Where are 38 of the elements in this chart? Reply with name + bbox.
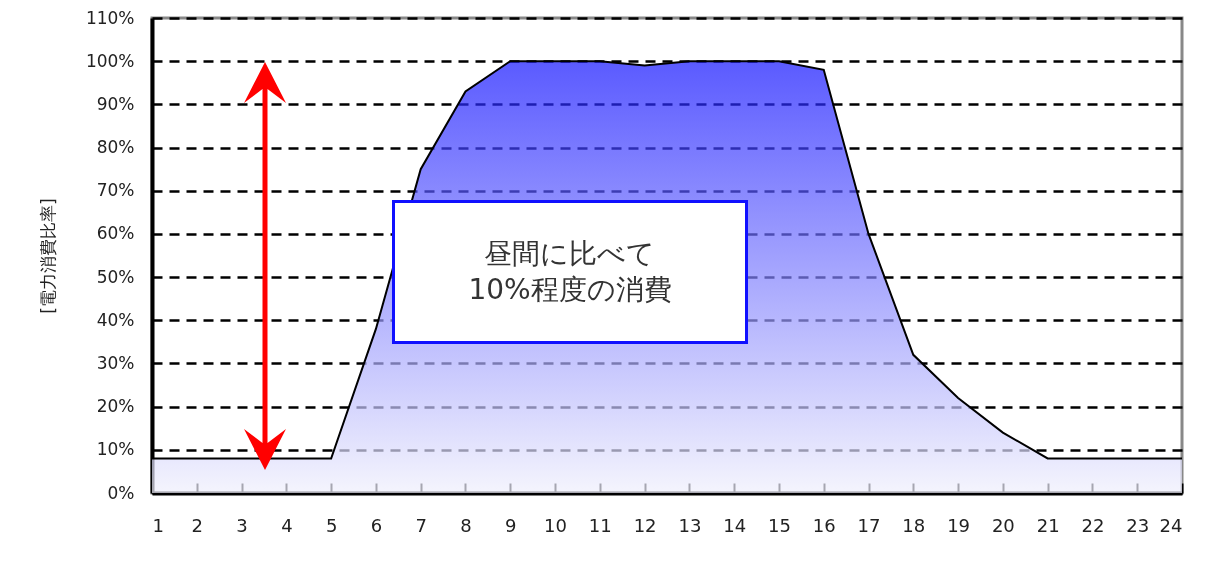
y-tick-label: 10% [96, 439, 135, 460]
x-tick-label: 22 [1081, 514, 1105, 536]
y-tick-label: 90% [96, 93, 135, 114]
note-box: 昼間に比べて 10%程度の消費 [392, 200, 748, 344]
x-tick-label: 19 [947, 514, 971, 536]
x-tick-label: 8 [460, 514, 472, 536]
x-tick-label: 6 [370, 514, 383, 536]
y-tick-label: 110% [85, 7, 135, 28]
x-tick-label: 20 [991, 514, 1015, 536]
x-tick-label: 2 [191, 514, 204, 536]
x-tick-label: 16 [812, 514, 836, 536]
x-tick-label: 17 [857, 514, 881, 536]
x-tick-label: 15 [768, 514, 791, 536]
x-tick-label: 11 [588, 514, 612, 536]
x-tick-label: 4 [281, 514, 293, 536]
y-tick-label: 70% [96, 180, 135, 201]
x-tick-label: 24 [1159, 514, 1183, 536]
x-tick-label: 23 [1126, 514, 1150, 536]
x-tick-label: 10 [544, 514, 567, 536]
x-tick-label: 12 [633, 514, 657, 536]
x-tick-label: 5 [325, 514, 338, 536]
x-tick-label: 3 [236, 514, 248, 536]
x-tick-label: 1 [152, 514, 164, 536]
x-tick-label: 7 [415, 514, 427, 536]
y-tick-label: 40% [96, 309, 135, 330]
y-tick-label: 0% [107, 482, 135, 503]
y-tick-label: 100% [85, 50, 135, 71]
x-tick-label: 9 [505, 514, 517, 536]
x-tick-label: 14 [723, 514, 747, 536]
y-tick-label: 60% [96, 223, 135, 244]
x-tick-label: 21 [1036, 514, 1060, 536]
y-tick-label: 20% [96, 396, 135, 417]
x-tick-label: 18 [902, 514, 926, 536]
x-tick-label: 13 [678, 514, 702, 536]
y-axis-title: [電力消費比率] [37, 198, 58, 314]
y-tick-label: 30% [96, 352, 135, 373]
y-tick-label: 50% [96, 266, 135, 287]
y-tick-label: 80% [96, 137, 135, 158]
